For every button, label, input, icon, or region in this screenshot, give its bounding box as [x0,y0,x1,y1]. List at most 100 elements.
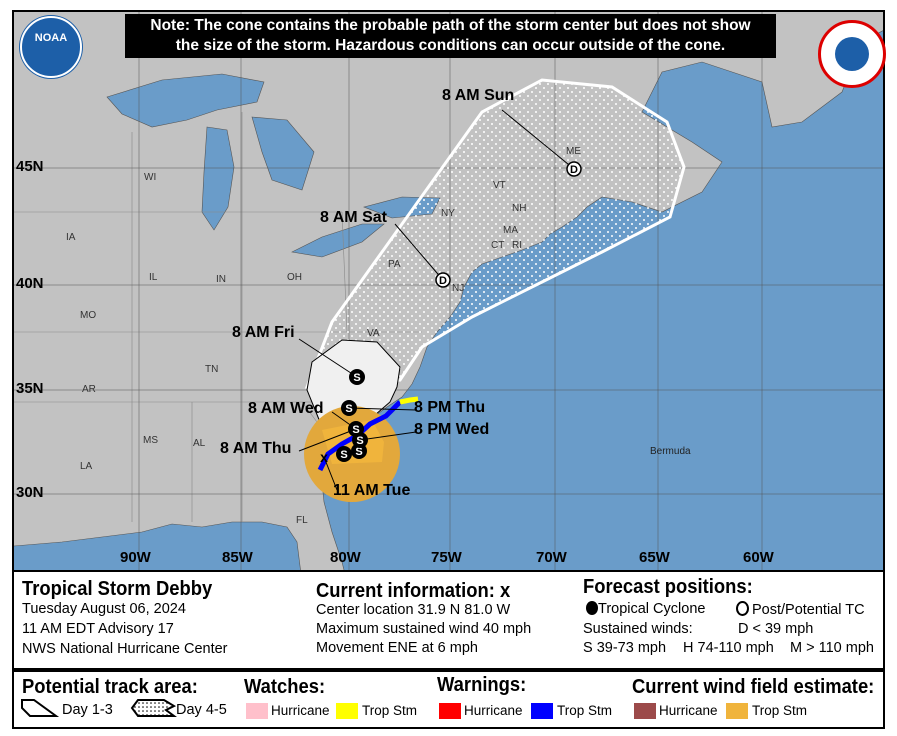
svg-text:S: S [340,449,347,461]
note-line2: the size of the storm. Hazardous conditi… [175,37,726,54]
point-d: D [566,161,582,177]
warnings-title: Warnings: [437,674,527,696]
bermuda-label: Bermuda [650,446,691,457]
ts-watch-swatch [336,703,358,719]
state-label: WI [144,172,157,183]
state-label: IA [66,232,76,243]
point-s: S [348,421,364,437]
state-label: NY [441,208,455,219]
hurricane-watch-label: Hurricane [271,703,330,718]
point-s: S [336,446,352,462]
point-s: S [349,369,365,385]
hurricane-warning-swatch [439,703,461,719]
nws-logo [818,20,886,88]
storm-name: Tropical Storm Debby [22,578,213,600]
state-label: VT [493,180,506,191]
longitude-label: 75W [431,549,462,566]
map-svg: S S S S S S D D x [14,12,883,570]
track-label: 8 AM Sun [442,87,515,104]
current-info-title: Current information: x [316,580,511,602]
track-points: S S S S S S D D x [320,161,582,465]
point-d: D [435,272,451,288]
note-line1: Note: The cone contains the probable pat… [150,17,751,34]
state-label: OH [287,272,302,283]
state-label: RI [512,240,522,251]
svg-text:S: S [353,372,360,384]
state-label: IL [149,272,158,283]
track-label: 8 AM Fri [232,324,295,341]
ts-wind-swatch [726,703,748,719]
svg-text:D: D [439,275,447,287]
ptc-legend: Post/Potential TC [736,601,865,618]
latitude-label: 35N [16,380,44,397]
center-location: Center location 31.9 N 81.0 W [316,602,511,618]
legend-panel: Potential track area: Day 1-3 Day 4-5 Wa… [12,669,885,729]
issuing-center: NWS National Hurricane Center [22,641,228,657]
advisory: 11 AM EDT Advisory 17 [22,621,174,637]
track-label: 8 PM Thu [414,399,486,416]
h-scale: H 74-110 mph [683,640,774,656]
ts-watch-line [399,396,419,405]
svg-text:D: D [570,164,578,176]
state-label: CT [491,240,505,251]
watches-title: Watches: [244,676,326,698]
track-area-title: Potential track area: [22,676,198,698]
svg-text:S: S [345,403,352,415]
current-position-x: x [320,449,328,465]
wind-field-title: Current wind field estimate: [632,676,875,698]
day1-3-icon [21,699,60,717]
day4-5-icon [130,699,177,717]
forecast-title: Forecast positions: [583,576,753,598]
state-label: AR [82,384,96,395]
hurricane-warning-label: Hurricane [464,703,523,718]
state-label: LA [80,461,93,472]
state-label: PA [388,259,401,270]
state-label: TN [205,364,219,375]
state-label: FL [296,515,308,526]
longitude-label: 85W [222,549,253,566]
ts-wind-label: Trop Stm [752,703,808,718]
state-label: VA [367,328,380,339]
state-label: MO [80,310,97,321]
cone-day4-5 [304,78,686,389]
ts-warning-swatch [531,703,553,719]
d-scale: D < 39 mph [738,621,814,637]
longitude-label: 90W [120,549,151,566]
track-label: 8 AM Sat [320,209,387,226]
day4-5-label: Day 4-5 [176,702,227,718]
state-label: IN [216,274,226,285]
state-label: AL [193,438,206,449]
longitude-label: 65W [639,549,670,566]
ts-watch-label: Trop Stm [362,703,418,718]
day1-3-label: Day 1-3 [62,702,113,718]
longitude-label: 70W [536,549,567,566]
map: S S S S S S D D x [12,10,885,572]
svg-text:S: S [356,435,363,447]
state-label: NJ [452,283,465,294]
state-label: NH [512,203,527,214]
open-circle-icon [736,601,749,616]
track-label: 8 AM Wed [248,400,324,417]
latitude-label: 45N [16,158,44,175]
state-label: ME [566,146,581,157]
track-label: 11 AM Tue [333,482,411,499]
state-label: MA [503,225,518,236]
point-s: S [341,400,357,416]
x-icon: x [500,580,511,602]
longitude-label: 60W [743,549,774,566]
state-label: MS [143,435,158,446]
storm-date: Tuesday August 06, 2024 [22,601,186,617]
tc-legend: Tropical Cyclone [586,601,705,617]
svg-text:S: S [355,446,362,458]
latitude-label: 30N [16,484,44,501]
track-label: 8 AM Thu [220,440,292,457]
hurricane-wind-swatch [634,703,656,719]
longitude-label: 80W [330,549,361,566]
cone-note: Note: The cone contains the probable pat… [125,14,776,58]
track-label: 8 PM Wed [414,421,490,438]
movement: Movement ENE at 6 mph [316,640,478,656]
ts-warning-label: Trop Stm [557,703,613,718]
latitude-label: 40N [16,275,44,292]
hurricane-wind-label: Hurricane [659,703,718,718]
